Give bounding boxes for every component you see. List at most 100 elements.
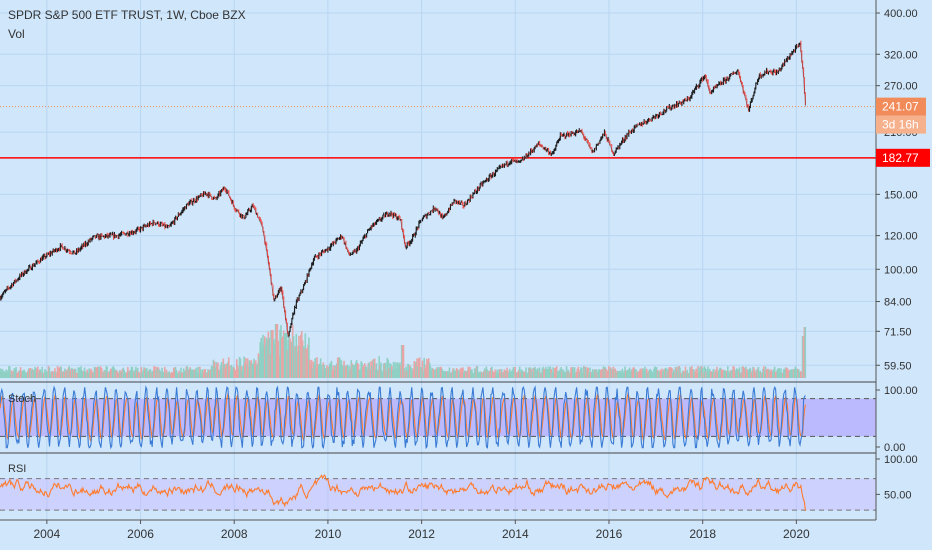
volume-bar xyxy=(587,368,589,378)
volume-bar xyxy=(726,370,728,378)
volume-bar xyxy=(244,362,246,378)
volume-bar xyxy=(418,357,421,378)
volume-bar xyxy=(599,369,601,378)
volume-bar xyxy=(694,370,697,378)
volume-bar xyxy=(762,368,764,378)
volume-bar xyxy=(449,372,452,378)
volume-bar xyxy=(681,370,684,378)
volume-bar xyxy=(676,371,679,378)
volume-bar xyxy=(136,367,139,378)
volume-bar xyxy=(80,366,82,378)
volume-bar xyxy=(17,372,19,378)
volume-bar xyxy=(476,366,479,378)
volume-bar xyxy=(481,372,484,378)
volume-bar xyxy=(202,371,205,378)
volume-bar xyxy=(28,368,31,378)
volume-bar xyxy=(237,368,240,378)
volume-bar xyxy=(208,369,210,378)
volume-bar xyxy=(334,365,336,378)
volume-bar xyxy=(148,369,151,378)
volume-bars xyxy=(0,324,807,378)
volume-bar xyxy=(608,366,610,378)
volume-bar xyxy=(542,366,544,378)
volume-bar xyxy=(541,368,544,378)
volume-bar xyxy=(601,369,604,378)
volume-bar xyxy=(312,361,315,378)
volume-bar xyxy=(663,369,665,378)
volume-bar xyxy=(67,367,70,378)
volume-bar xyxy=(284,333,287,378)
volume-bar xyxy=(372,359,375,378)
price-tick-label: 400.00 xyxy=(884,8,918,20)
volume-bar xyxy=(293,347,296,378)
volume-bar xyxy=(179,372,181,378)
volume-label: Vol xyxy=(8,27,25,41)
volume-bar xyxy=(325,367,327,378)
volume-bar xyxy=(784,367,787,378)
volume-bar xyxy=(653,368,655,378)
volume-bar xyxy=(220,362,223,378)
volume-bar xyxy=(14,369,17,378)
volume-bar xyxy=(142,370,144,378)
volume-bar xyxy=(353,364,355,378)
volume-bar xyxy=(736,369,739,378)
volume-bar xyxy=(308,337,310,378)
volume-bar xyxy=(803,327,806,378)
volume-bar xyxy=(756,368,759,378)
symbol-title[interactable]: SPDR S&P 500 ETF TRUST, 1W, Cboe BZX xyxy=(8,8,246,22)
volume-bar xyxy=(190,368,192,378)
volume-bar xyxy=(483,368,486,378)
volume-bar xyxy=(326,365,328,378)
volume-bar xyxy=(305,348,307,378)
volume-bar xyxy=(430,370,433,378)
volume-bar xyxy=(459,368,462,378)
volume-bar xyxy=(96,367,98,378)
volume-bar xyxy=(177,372,180,378)
volume-bar xyxy=(414,362,416,378)
volume-bar xyxy=(8,366,10,378)
volume-bar xyxy=(309,363,312,378)
volume-bar xyxy=(167,372,170,378)
volume-bar xyxy=(679,367,681,378)
volume-bar xyxy=(100,368,103,378)
stoch-tick-label: 100.00 xyxy=(884,385,918,397)
volume-bar xyxy=(401,345,404,378)
volume-bar xyxy=(361,362,363,378)
volume-bar xyxy=(81,370,84,378)
volume-bar xyxy=(648,369,651,378)
volume-bar xyxy=(281,338,283,378)
volume-bar xyxy=(155,366,158,378)
volume-bar xyxy=(622,372,625,378)
volume-bar xyxy=(79,368,81,378)
volume-bar xyxy=(235,370,237,378)
volume-bar xyxy=(82,371,85,378)
volume-bar xyxy=(610,368,613,378)
volume-bar xyxy=(27,370,29,378)
volume-bar xyxy=(228,365,231,378)
volume-bar xyxy=(118,370,121,378)
volume-bar xyxy=(469,366,471,378)
rsi-label[interactable]: RSI xyxy=(8,463,26,475)
volume-bar xyxy=(236,365,239,378)
volume-bar xyxy=(631,369,634,378)
volume-bar xyxy=(708,368,711,378)
volume-bar xyxy=(400,345,403,378)
volume-bar xyxy=(199,369,202,378)
volume-bar xyxy=(274,324,277,378)
volume-bar xyxy=(730,370,733,378)
volume-bar xyxy=(399,362,401,378)
volume-bar xyxy=(741,366,744,378)
volume-bar xyxy=(603,367,606,378)
stoch-label[interactable]: Stoch xyxy=(8,393,36,405)
time-tick-label: 2004 xyxy=(33,527,60,541)
volume-bar xyxy=(797,368,799,378)
volume-bar xyxy=(669,367,671,378)
price-line xyxy=(0,43,806,338)
volume-bar xyxy=(525,367,527,378)
volume-bar xyxy=(43,372,45,378)
volume-bar xyxy=(299,346,301,378)
volume-bar xyxy=(283,333,286,378)
volume-bar xyxy=(112,366,115,378)
volume-bar xyxy=(371,365,373,378)
volume-bar xyxy=(428,362,431,378)
